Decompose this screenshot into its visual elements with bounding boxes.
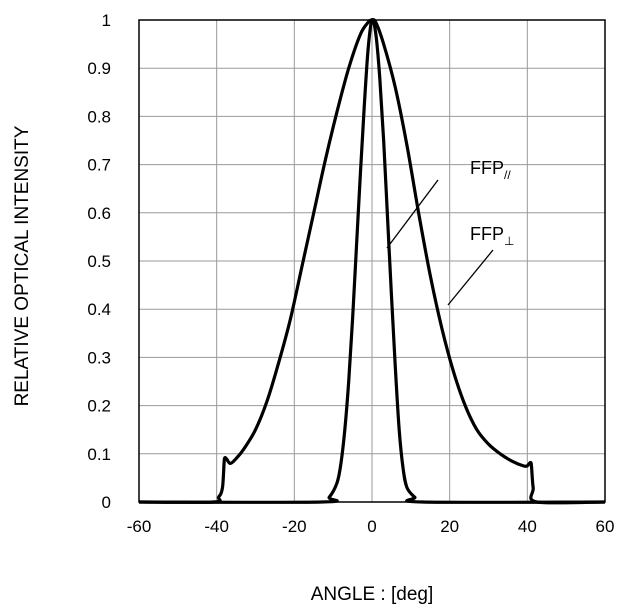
series-layer — [138, 18, 606, 505]
x-axis-title: ANGLE : [deg] — [311, 584, 434, 605]
x-tick-label: 20 — [440, 517, 459, 536]
x-tick-label: 40 — [518, 517, 537, 536]
y-tick-label: 0 — [102, 493, 111, 512]
x-tick-label: -40 — [204, 517, 229, 536]
annotation-leader-line — [447, 249, 494, 306]
x-tick-label: 60 — [596, 517, 615, 536]
y-tick-labels: 0 0.1 0.2 0.3 0.4 0.5 0.6 0.7 0.8 0.9 1 — [87, 11, 111, 512]
series-line-1 — [138, 18, 606, 505]
grid-lines — [139, 20, 605, 502]
x-tick-label: -60 — [127, 517, 152, 536]
y-tick-label: 0.2 — [87, 397, 111, 416]
y-tick-label: 0.4 — [87, 300, 111, 319]
annotation-label: FFP// — [470, 158, 511, 182]
y-tick-label: 0.8 — [87, 107, 111, 126]
y-tick-label: 0.3 — [87, 348, 111, 367]
y-tick-label: 1 — [102, 11, 111, 30]
x-tick-label: -20 — [282, 517, 307, 536]
y-tick-label: 0.1 — [87, 445, 111, 464]
annotations: FFP// FFP⊥ — [386, 158, 514, 306]
annotation-leader-line — [386, 179, 439, 249]
y-tick-label: 0.9 — [87, 59, 111, 78]
y-tick-label: 0.6 — [87, 204, 111, 223]
y-tick-label: 0.5 — [87, 252, 111, 271]
annotation-label: FFP⊥ — [470, 224, 514, 248]
x-tick-label: 0 — [367, 517, 376, 536]
y-tick-label: 0.7 — [87, 156, 111, 175]
x-tick-labels: -60 -40 -20 0 20 40 60 — [127, 517, 615, 536]
y-axis-title: RELATIVE OPTICAL INTENSITY — [12, 125, 33, 406]
